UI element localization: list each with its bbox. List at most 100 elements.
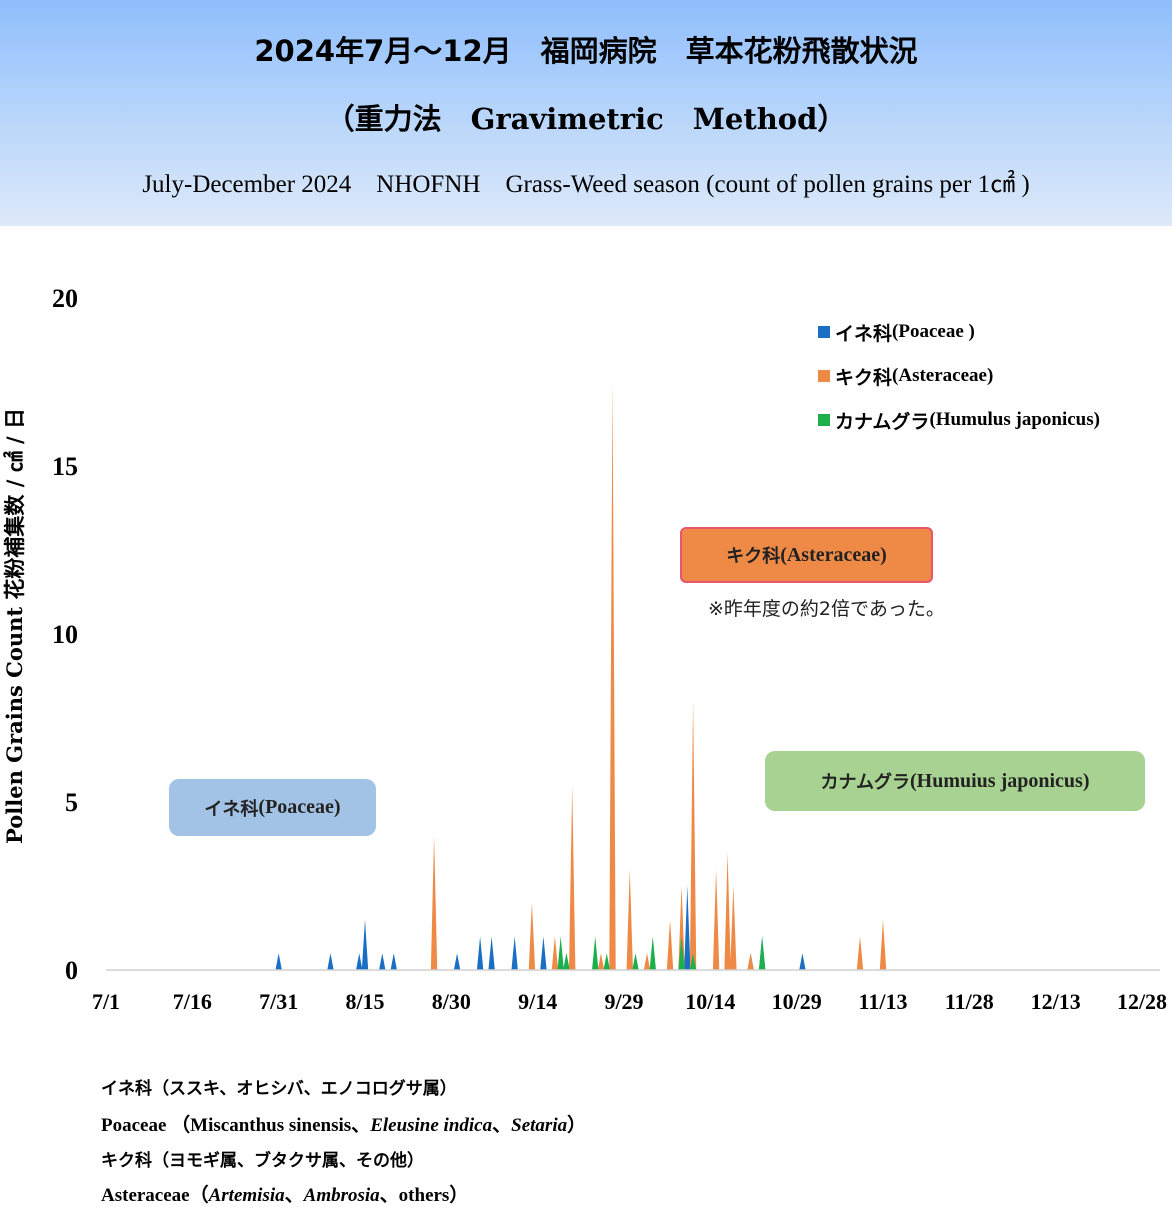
data-peak bbox=[597, 953, 605, 970]
legend-item-asteraceae: キク科 (Asteraceae) bbox=[818, 354, 1100, 398]
footnote-text: ） bbox=[567, 1115, 587, 1136]
y-tick-label: 20 bbox=[52, 284, 78, 313]
legend-label-jp: キク科 bbox=[835, 366, 893, 389]
data-peak bbox=[609, 382, 616, 970]
callout-label-en: (Humuius japonicus) bbox=[909, 769, 1090, 792]
data-peak bbox=[643, 953, 651, 970]
data-peak bbox=[511, 936, 518, 970]
x-tick-label: 7/1 bbox=[92, 989, 120, 1014]
pollen-chart: 0 5 10 15 20 7/1 7/16 7/31 8/15 8/30 9/14 9/29 10/1… bbox=[52, 284, 1167, 1014]
data-peak bbox=[730, 886, 737, 970]
data-peak bbox=[879, 919, 887, 970]
data-peak bbox=[453, 953, 461, 970]
data-peak bbox=[689, 701, 697, 970]
data-peak bbox=[275, 953, 282, 970]
data-peak bbox=[356, 953, 363, 970]
data-peak bbox=[724, 852, 731, 970]
footnote-text: Poaceae （Miscanthus sinensis、 bbox=[101, 1115, 371, 1136]
chart-subtitle: July-December 2024 NHOFNH Grass-Weed sea… bbox=[142, 171, 1030, 198]
callout-label-en: (Asteraceae) bbox=[780, 543, 887, 566]
data-peak bbox=[563, 953, 570, 970]
data-peak bbox=[678, 936, 685, 970]
chart-title: 2024年7月～12月 福岡病院 草本花粉飛散状況 bbox=[254, 34, 918, 68]
data-peak bbox=[551, 936, 559, 970]
data-peak bbox=[684, 886, 691, 970]
data-peak bbox=[592, 936, 599, 970]
footnote-text: 、 bbox=[284, 1185, 304, 1206]
legend-swatch-poaceae bbox=[818, 326, 830, 338]
footnote-text: 、 bbox=[492, 1115, 512, 1136]
callout-asteraceae: キク科 (Asteraceae) bbox=[680, 527, 933, 583]
data-peak bbox=[430, 835, 438, 970]
y-tick-label: 5 bbox=[65, 788, 78, 817]
series-2 bbox=[557, 936, 766, 970]
data-peak bbox=[390, 953, 397, 970]
footnote-asteraceae-jp: キク科（ヨモギ属、ブタクサ属、その他） bbox=[101, 1151, 424, 1171]
callout-label-en: (Poaceae) bbox=[258, 796, 341, 818]
x-tick-label: 7/16 bbox=[173, 989, 212, 1014]
legend-label-en: (Poaceae ) bbox=[892, 321, 975, 342]
data-peak bbox=[379, 953, 386, 970]
data-peak bbox=[476, 936, 484, 970]
callout-poaceae: イネ科 (Poaceae) bbox=[169, 779, 376, 836]
x-tick-label: 8/15 bbox=[345, 989, 384, 1014]
y-tick-label: 0 bbox=[65, 956, 78, 985]
callout-label-jp: カナムグラ bbox=[820, 772, 910, 793]
data-peak bbox=[689, 953, 697, 970]
callout-humulus: カナムグラ (Humuius japonicus) bbox=[765, 751, 1145, 811]
data-peak bbox=[678, 886, 685, 970]
x-tick-label: 10/29 bbox=[772, 989, 822, 1014]
x-tick-label: 8/30 bbox=[432, 989, 471, 1014]
x-tick-label: 11/28 bbox=[945, 989, 994, 1014]
data-peak bbox=[666, 919, 674, 970]
method-title: （重力法 Gravimetric Method） bbox=[325, 102, 847, 136]
y-tick-labels: 0 5 10 15 20 bbox=[52, 284, 78, 985]
data-peak bbox=[799, 953, 806, 970]
data-peak bbox=[540, 936, 547, 970]
callout-note: ※昨年度の約2倍であった。 bbox=[708, 598, 945, 620]
footnote-italic: Eleusine indica bbox=[370, 1115, 493, 1136]
data-peak bbox=[569, 785, 576, 970]
footnote-italic: Setaria bbox=[511, 1115, 568, 1136]
legend: イネ科 (Poaceae ) キク科 (Asteraceae) カナムグラ (H… bbox=[818, 310, 1100, 442]
callout-label-jp: イネ科 bbox=[204, 798, 259, 820]
series-1 bbox=[430, 382, 887, 970]
data-peak bbox=[856, 936, 864, 970]
legend-label-en: (Asteraceae) bbox=[892, 365, 994, 386]
footnote-poaceae-jp: イネ科（ススキ、オヒシバ、エノコログサ属） bbox=[101, 1079, 457, 1099]
x-tick-label: 12/13 bbox=[1031, 989, 1081, 1014]
x-tick-label: 9/14 bbox=[518, 989, 557, 1014]
data-peak bbox=[361, 919, 369, 970]
footnote-italic: Artemisia bbox=[208, 1185, 285, 1206]
data-peak bbox=[747, 953, 754, 970]
x-tick-label: 9/29 bbox=[604, 989, 643, 1014]
data-peak bbox=[632, 953, 639, 970]
x-tick-label: 12/28 bbox=[1117, 989, 1167, 1014]
legend-label-jp: イネ科 bbox=[835, 322, 893, 345]
data-peak bbox=[557, 936, 564, 970]
footnote-poaceae-en: Poaceae （Miscanthus sinensis、Eleusine in… bbox=[101, 1110, 586, 1137]
y-axis-label: Pollen Grains Count 花粉補集数 / ㎠ / 日 bbox=[2, 408, 27, 844]
data-peak bbox=[488, 936, 495, 970]
footnote-asteraceae-en: Asteraceae（Artemisia、Ambrosia、others） bbox=[101, 1180, 468, 1207]
series-layer bbox=[275, 382, 887, 970]
legend-label-en: (Humulus japonicus) bbox=[929, 409, 1100, 430]
y-tick-label: 15 bbox=[52, 452, 78, 481]
legend-swatch-humulus bbox=[818, 414, 830, 426]
header-banner: 2024年7月～12月 福岡病院 草本花粉飛散状況 （重力法 Gravimetr… bbox=[0, 0, 1172, 226]
footnote-italic: Ambrosia bbox=[303, 1185, 380, 1206]
data-peak bbox=[603, 953, 610, 970]
legend-swatch-asteraceae bbox=[818, 370, 830, 382]
legend-item-humulus: カナムグラ (Humulus japonicus) bbox=[818, 398, 1100, 442]
data-peak bbox=[626, 869, 633, 970]
x-tick-label: 7/31 bbox=[259, 989, 298, 1014]
x-tick-labels: 7/1 7/16 7/31 8/15 8/30 9/14 9/29 10/14 10/29 11/… bbox=[92, 989, 1167, 1014]
callout-label-jp: キク科 bbox=[726, 546, 781, 567]
footnote-text: 、others） bbox=[379, 1185, 469, 1206]
data-peak bbox=[327, 953, 334, 970]
legend-label-jp: カナムグラ bbox=[835, 410, 930, 433]
legend-item-poaceae: イネ科 (Poaceae ) bbox=[818, 310, 1100, 354]
data-peak bbox=[712, 869, 720, 970]
data-peak bbox=[649, 936, 656, 970]
x-tick-label: 10/14 bbox=[685, 989, 735, 1014]
